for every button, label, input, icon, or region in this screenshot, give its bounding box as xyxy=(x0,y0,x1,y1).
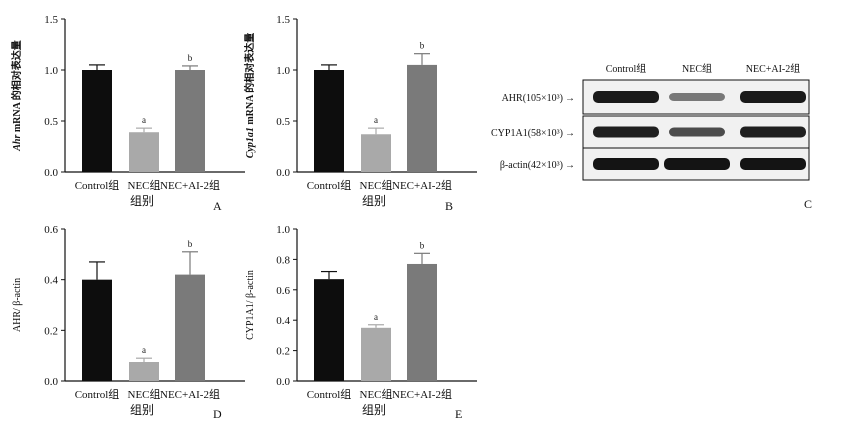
lane-label: NEC+AI-2组 xyxy=(746,62,801,75)
y-tick-label: 0.0 xyxy=(276,376,290,388)
y-tick-label: 0.4 xyxy=(276,315,290,327)
blot-band xyxy=(664,158,730,170)
y-axis-label-text: mRNA 的相对表达量 xyxy=(243,33,256,127)
bar-1 xyxy=(314,279,344,381)
x-axis-label: 组别 xyxy=(362,194,386,208)
bar-3 xyxy=(175,70,205,172)
y-tick-label: 1.0 xyxy=(276,65,290,77)
bar-2 xyxy=(361,134,391,172)
blot-row-label: CYP1A1(58×10³) xyxy=(491,128,563,139)
category-label: NEC+AI-2组 xyxy=(392,178,452,192)
y-tick-label: 0.0 xyxy=(276,167,290,179)
arrow-icon: → xyxy=(565,128,575,139)
category-label: NEC组 xyxy=(128,387,161,401)
y-axis-label: Cyp1a1 mRNA 的相对表达量 xyxy=(243,33,256,159)
category-label: NEC组 xyxy=(128,178,161,192)
significance-label: a xyxy=(374,115,378,125)
blot-band xyxy=(740,126,806,138)
blot-band xyxy=(593,126,659,138)
y-axis-label-gene: Ahr xyxy=(12,135,23,152)
y-tick-label: 0.6 xyxy=(44,224,58,236)
category-label: NEC+AI-2组 xyxy=(160,178,220,192)
y-axis-label: AHR/ β-actin xyxy=(12,278,23,332)
category-label: Control组 xyxy=(75,178,120,192)
x-axis-label: 组别 xyxy=(362,403,386,417)
blot-row-label: AHR(105×10³) xyxy=(502,93,563,104)
significance-label: b xyxy=(188,239,193,249)
y-tick-label: 0.5 xyxy=(276,116,290,128)
significance-label: a xyxy=(142,115,146,125)
significance-label: a xyxy=(374,312,378,322)
blot-band xyxy=(593,158,659,170)
chart-E: 0.0 0.2 0.4 0.6 0.8 1.0 Control组 a NEC组 b NEC+AI-2… xyxy=(245,224,477,421)
panel-label: A xyxy=(213,199,222,213)
bar-3 xyxy=(175,274,205,381)
significance-label: b xyxy=(420,240,425,250)
x-axis-label: 组别 xyxy=(130,194,154,208)
y-tick-label: 0.8 xyxy=(276,254,290,266)
bar-2 xyxy=(361,327,391,381)
category-label: Control组 xyxy=(307,387,352,401)
blot-band xyxy=(669,127,725,137)
y-tick-label: 0.4 xyxy=(44,275,58,287)
y-axis-label: CYP1A1/ β-actin xyxy=(245,270,256,340)
lane-label: Control组 xyxy=(606,62,647,75)
blot-band xyxy=(669,93,725,101)
y-axis-label: Ahr mRNA 的相对表达量 xyxy=(10,40,23,152)
category-label: NEC+AI-2组 xyxy=(160,387,220,401)
y-tick-label: 0.2 xyxy=(276,346,290,358)
arrow-icon: → xyxy=(565,93,575,104)
significance-label: b xyxy=(188,53,193,63)
blot-row-label: β-actin(42×10³) xyxy=(500,160,563,171)
y-axis-label-text: CYP1A1/ β-actin xyxy=(245,270,256,340)
panel-label: C xyxy=(804,197,812,211)
y-tick-label: 0.6 xyxy=(276,285,290,297)
panel-label: B xyxy=(445,199,453,213)
y-tick-label: 0.5 xyxy=(44,116,58,128)
y-tick-label: 1.0 xyxy=(276,224,290,236)
category-label: Control组 xyxy=(75,387,120,401)
bar-3 xyxy=(407,64,437,172)
y-tick-label: 0.0 xyxy=(44,376,58,388)
bar-1 xyxy=(314,70,344,172)
bar-1 xyxy=(82,279,112,381)
y-tick-label: 1.0 xyxy=(44,65,58,77)
panel-label: D xyxy=(213,407,222,421)
bar-3 xyxy=(407,263,437,381)
significance-label: a xyxy=(142,345,146,355)
y-axis-label-text: mRNA 的相对表达量 xyxy=(10,40,23,134)
y-axis-label-text: AHR/ β-actin xyxy=(12,278,23,332)
y-tick-label: 0.0 xyxy=(44,167,58,179)
x-axis-label: 组别 xyxy=(130,403,154,417)
category-label: NEC组 xyxy=(360,178,393,192)
bar-2 xyxy=(129,132,159,172)
category-label: Control组 xyxy=(307,178,352,192)
bar-2 xyxy=(129,362,159,381)
significance-label: b xyxy=(420,41,425,51)
arrow-icon: → xyxy=(565,160,575,171)
panel-label: E xyxy=(455,407,462,421)
blot-band xyxy=(593,91,659,103)
y-tick-label: 1.5 xyxy=(276,14,290,26)
category-label: NEC组 xyxy=(360,387,393,401)
y-tick-label: 1.5 xyxy=(44,14,58,26)
bar-1 xyxy=(82,70,112,172)
y-tick-label: 0.2 xyxy=(44,325,58,337)
category-label: NEC+AI-2组 xyxy=(392,387,452,401)
blot-band xyxy=(740,158,806,170)
blot-band xyxy=(740,91,806,103)
y-axis-label-gene: Cyp1a1 xyxy=(245,127,256,158)
lane-label: NEC组 xyxy=(682,62,712,75)
